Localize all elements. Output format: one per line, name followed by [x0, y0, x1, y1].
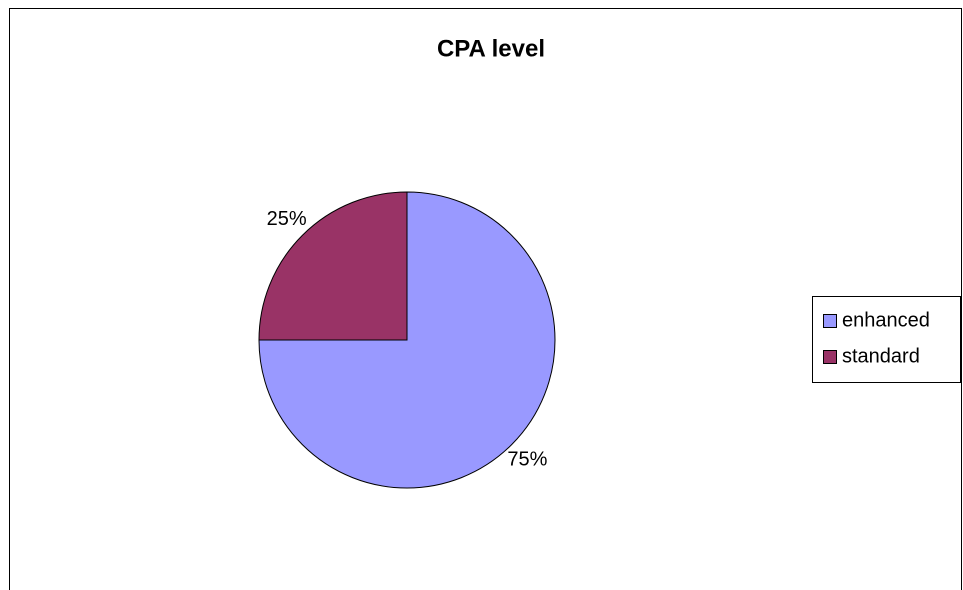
legend-swatch	[823, 314, 837, 328]
data-label: 25%	[267, 208, 307, 230]
chart-frame	[9, 8, 962, 590]
legend-swatch	[823, 350, 837, 364]
pie-slice	[258, 191, 408, 341]
legend-label: enhanced	[842, 309, 930, 331]
chart-title: CPA level	[437, 35, 545, 62]
data-label: 75%	[507, 449, 547, 471]
legend-box	[812, 296, 961, 383]
legend-label: standard	[842, 345, 920, 367]
